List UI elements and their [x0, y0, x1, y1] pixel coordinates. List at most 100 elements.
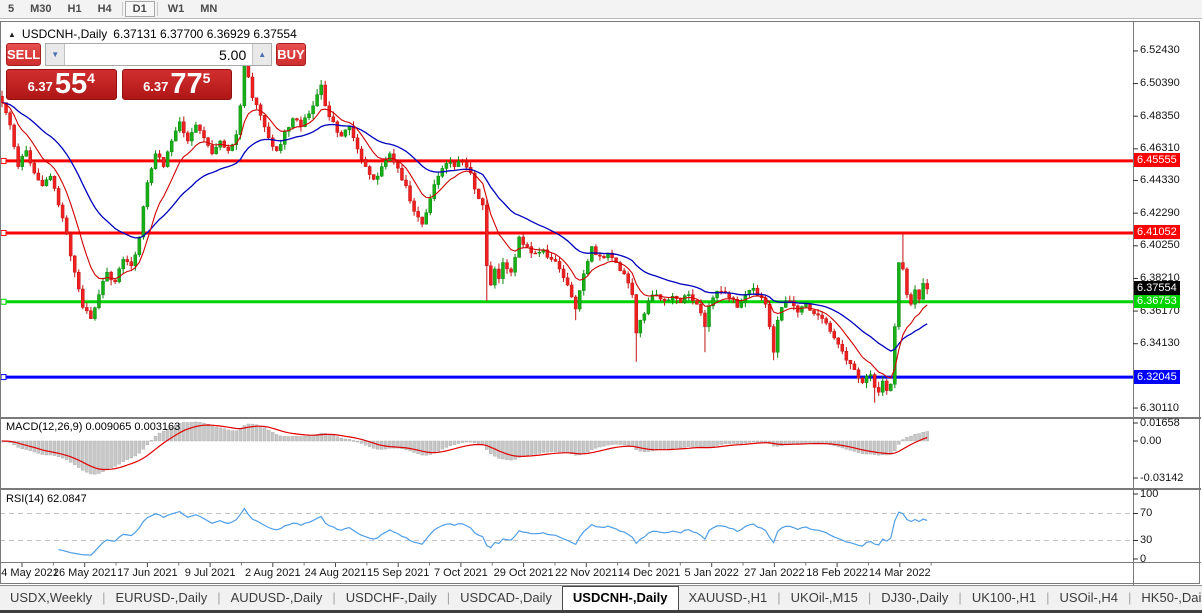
chart-tab-xauusd-h1[interactable]: XAUUSD-,H1: [688, 590, 768, 605]
macd-histogram-bar: [125, 440, 129, 460]
timeframe-button-5[interactable]: 5: [8, 3, 15, 15]
hline-price-label: 6.32045: [1134, 369, 1180, 384]
candle-body: [868, 374, 873, 377]
candle-body: [178, 121, 182, 132]
macd-histogram-bar: [56, 440, 61, 457]
macd-panel[interactable]: [1, 421, 929, 475]
chart-tab-usdchf-daily[interactable]: USDCHF-,Daily: [345, 590, 437, 605]
candle-body: [476, 188, 481, 199]
candle-body: [594, 246, 598, 256]
macd-histogram-bar: [731, 440, 735, 444]
candle-body: [893, 326, 897, 385]
candle-body: [392, 153, 396, 163]
volume-decrease-button[interactable]: ▼: [46, 44, 65, 65]
candle-body: [529, 246, 533, 254]
macd-histogram-bar: [638, 440, 643, 452]
macd-histogram-bar: [759, 440, 764, 443]
timeframe-button-h1[interactable]: H1: [67, 3, 82, 15]
macd-histogram-bar: [73, 440, 77, 466]
candle-body: [367, 166, 372, 175]
macd-histogram-bar: [392, 440, 396, 449]
sell-price-prefix: 6.37: [27, 79, 53, 94]
macd-histogram-bar: [852, 440, 857, 452]
line-drag-handle[interactable]: [1, 374, 7, 381]
indicator-axis-tick-label: 100: [1140, 487, 1159, 500]
macd-histogram-bar: [424, 440, 428, 456]
slow-ma-line[interactable]: [1, 101, 928, 352]
rsi-panel[interactable]: [0, 507, 1133, 556]
candle-body: [880, 380, 885, 393]
date-axis-label: 7 Oct 2021: [433, 567, 488, 579]
timeframe-button-m30[interactable]: M30: [30, 3, 52, 15]
buy-button[interactable]: BUY: [276, 43, 306, 66]
candle-body: [20, 156, 24, 167]
fast-ma-line[interactable]: [1, 102, 928, 379]
volume-increase-button[interactable]: ▲: [253, 44, 272, 65]
price-axis-tick-label: 6.40250: [1140, 239, 1180, 252]
candle-body: [190, 132, 194, 142]
timeframe-button-w1[interactable]: W1: [167, 3, 185, 15]
macd-histogram-bar: [691, 440, 695, 447]
candle-body: [917, 289, 921, 300]
date-axis-label: 27 Jan 2022: [744, 567, 805, 579]
candle-body: [335, 121, 340, 133]
buy-price-box[interactable]: 6.37 77 5: [121, 69, 232, 100]
macd-histogram-bar: [101, 440, 105, 472]
sell-button[interactable]: SELL: [6, 43, 42, 66]
chart-tab-usdcad-daily[interactable]: USDCAD-,Daily: [460, 590, 552, 605]
macd-histogram-bar: [416, 440, 420, 454]
chart-tab-ukoil-m15[interactable]: UKOil-,M15: [790, 590, 858, 605]
chart-tab-uk100-h1[interactable]: UK100-,H1: [971, 590, 1037, 605]
line-drag-handle[interactable]: [1, 229, 7, 236]
date-axis-label: 14 Dec 2021: [617, 567, 681, 579]
candle-body: [751, 287, 756, 291]
macd-histogram-bar: [735, 440, 739, 444]
sell-price-box[interactable]: 6.37 55 4: [6, 69, 117, 100]
macd-histogram-bar: [254, 424, 259, 442]
line-drag-handle[interactable]: [1, 157, 7, 164]
macd-histogram-bar: [670, 440, 675, 449]
timeframe-button-h4[interactable]: H4: [97, 3, 112, 15]
chart-tab-hk50-daily[interactable]: HK50-,Daily: [1141, 590, 1202, 605]
macd-histogram-bar: [905, 437, 909, 442]
price-axis-tick-label: 6.42290: [1140, 206, 1180, 219]
chart-tab-audusd-daily[interactable]: AUDUSD-,Daily: [230, 590, 323, 605]
tab-separator: |: [217, 590, 221, 605]
main-price-panel[interactable]: [0, 43, 1133, 403]
macd-histogram-bar: [602, 440, 606, 447]
macd-histogram-bar: [541, 440, 546, 453]
macd-histogram-bar: [586, 440, 590, 453]
candle-body: [16, 146, 20, 167]
line-drag-handle[interactable]: [1, 298, 7, 305]
candle-body: [295, 118, 299, 121]
indicator-axis-tick-label: 0: [1140, 552, 1147, 565]
chart-tab-usoil-h4[interactable]: USOil-,H4: [1059, 590, 1119, 605]
macd-histogram-bar: [262, 427, 267, 442]
macd-histogram-bar: [456, 440, 461, 444]
candle-body: [105, 271, 109, 282]
candle-body: [384, 160, 388, 167]
indicator-axis-tick-label: 30: [1140, 534, 1153, 546]
candle-body: [828, 322, 832, 332]
collapse-quote-panel-icon[interactable]: ▲: [8, 29, 16, 39]
candle-body: [270, 137, 275, 147]
candle-body: [533, 252, 538, 255]
macd-histogram-bar: [925, 431, 929, 442]
candle-body: [905, 268, 909, 295]
macd-histogram-bar: [335, 436, 340, 442]
macd-histogram-bar: [889, 440, 893, 455]
candle-body: [363, 159, 368, 167]
chart-tab-usdcnh-daily[interactable]: USDCNH-,Daily: [561, 586, 679, 610]
timeframe-button-mn[interactable]: MN: [200, 3, 218, 15]
chart-tab-eurusd-daily[interactable]: EURUSD-,Daily: [115, 590, 208, 605]
macd-histogram-bar: [210, 425, 214, 442]
volume-input[interactable]: [64, 44, 254, 65]
hline-price-label: 6.41052: [1134, 225, 1180, 240]
candle-body: [521, 236, 525, 245]
timeframe-button-d1[interactable]: D1: [124, 1, 155, 17]
candle-body: [133, 254, 138, 267]
macd-histogram-bar: [137, 440, 142, 454]
chart-tab-usdx-weekly[interactable]: USDX,Weekly: [10, 590, 93, 605]
chart-tab-dj30-daily[interactable]: DJ30-,Daily: [881, 590, 949, 605]
